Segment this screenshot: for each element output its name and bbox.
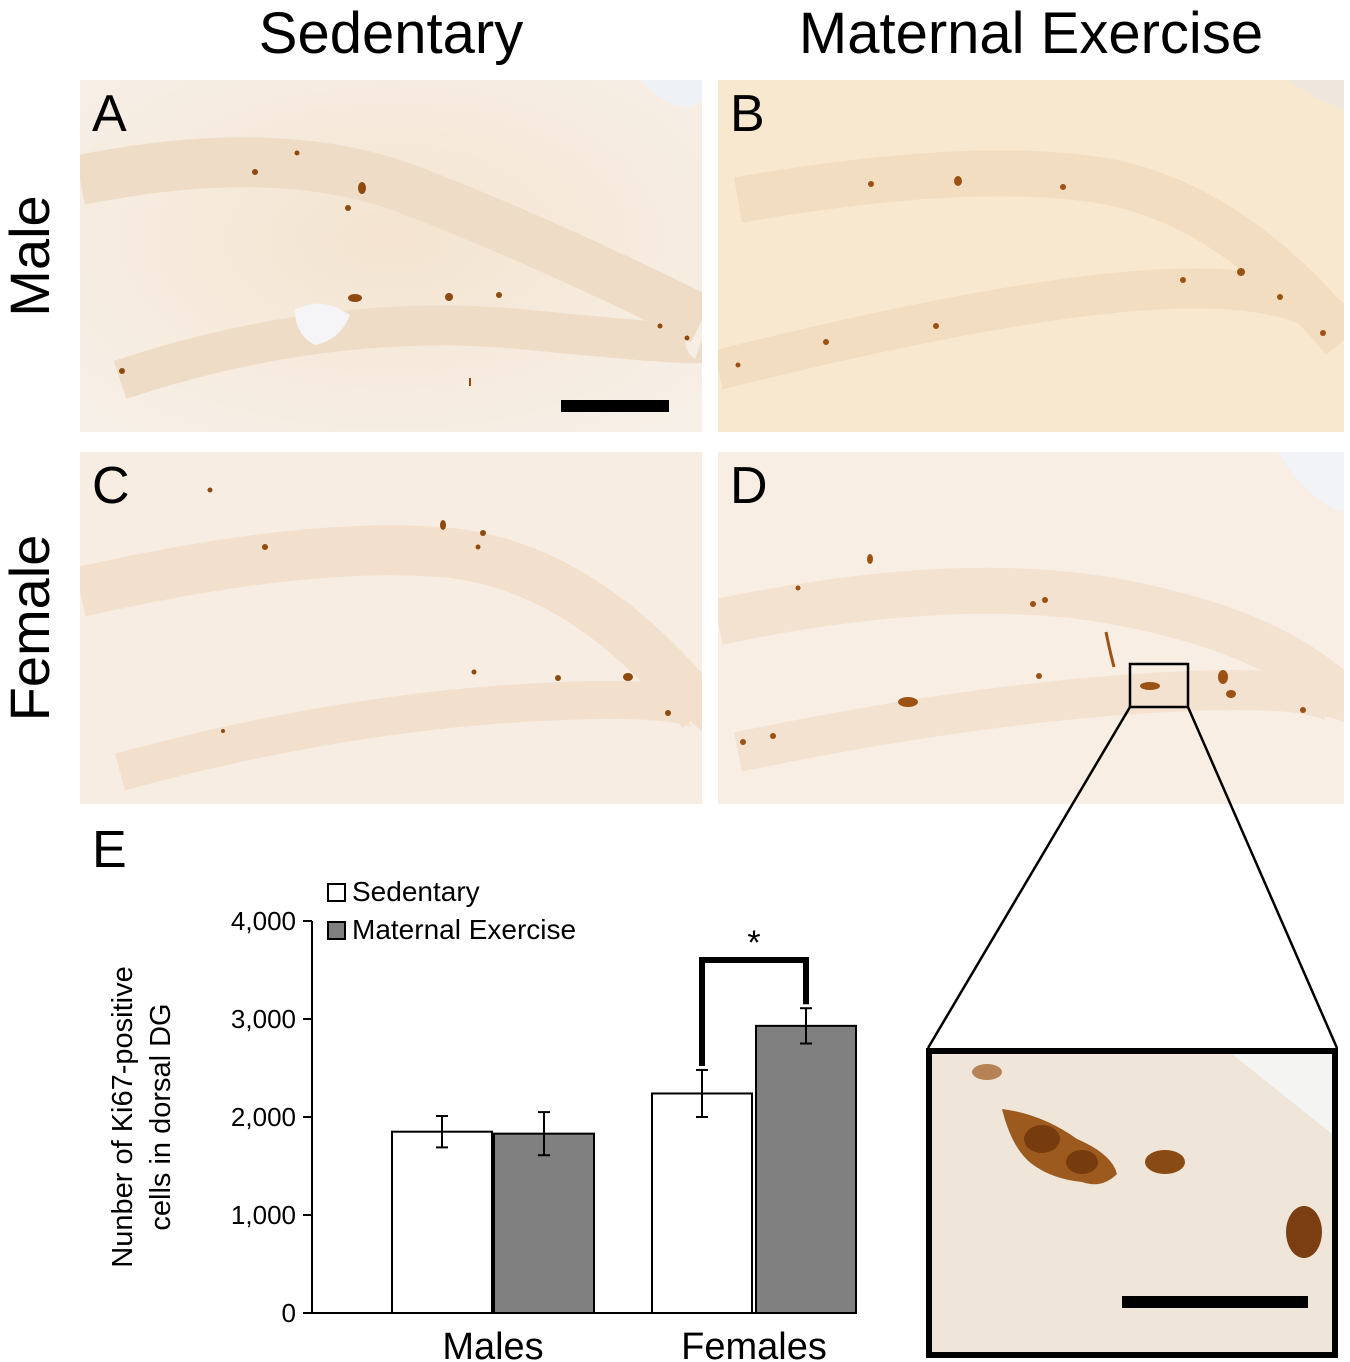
panel-label-a: A xyxy=(92,85,127,143)
row-header-male: Male xyxy=(0,195,61,317)
micrograph-panel-d: D xyxy=(718,452,1344,804)
scale-bar-a xyxy=(561,400,669,412)
legend-label-1: Maternal Exercise xyxy=(352,914,576,945)
column-header-maternal-exercise: Maternal Exercise xyxy=(798,1,1264,66)
ki67-bar-chart: 0 1,000 2,000 3,000 4,000 Nunber of Ki67-posi… xyxy=(107,876,857,1362)
y-axis-label: Nunber of Ki67-positive xyxy=(107,966,139,1267)
panel-label-d: D xyxy=(730,457,768,515)
bar-maternal-exercise-females xyxy=(755,1024,857,1315)
panel-label-b: B xyxy=(730,85,765,143)
micrograph-image-a xyxy=(80,80,702,432)
bar-sedentary-females xyxy=(651,1092,753,1315)
inset-zoom-panel xyxy=(926,1048,1338,1358)
legend-swatch-0 xyxy=(327,883,346,902)
micrograph-panel-a: A xyxy=(80,80,702,432)
micrograph-image-b xyxy=(718,80,1344,432)
y-tick-label: 2,000 xyxy=(231,1102,296,1132)
bar-maternal-exercise-males xyxy=(493,1132,595,1314)
bar-sedentary-males xyxy=(391,1130,493,1315)
column-header-sedentary: Sedentary xyxy=(258,1,524,66)
legend-swatch-1 xyxy=(327,921,346,940)
y-axis-label-line2: cells in dorsal DG xyxy=(145,1003,177,1230)
micrograph-image-c xyxy=(80,452,702,804)
x-category-label: Males xyxy=(442,1326,543,1362)
significance-marker: * xyxy=(747,924,760,962)
y-tick-label: 4,000 xyxy=(231,906,296,936)
panel-label-e: E xyxy=(92,821,127,879)
micrograph-image-d xyxy=(718,452,1344,804)
row-header-female: Female xyxy=(0,534,61,722)
legend-label-0: Sedentary xyxy=(352,876,480,907)
micrograph-panel-b: B xyxy=(718,80,1344,432)
significance-bracket xyxy=(699,957,809,1066)
x-category-label: Females xyxy=(681,1326,827,1362)
scale-bar-inset xyxy=(1122,1296,1308,1308)
y-tick-label: 3,000 xyxy=(231,1004,296,1034)
panel-label-c: C xyxy=(92,457,130,515)
y-tick-label: 0 xyxy=(282,1298,296,1328)
micrograph-panel-c: C xyxy=(80,452,702,804)
y-tick-label: 1,000 xyxy=(231,1200,296,1230)
